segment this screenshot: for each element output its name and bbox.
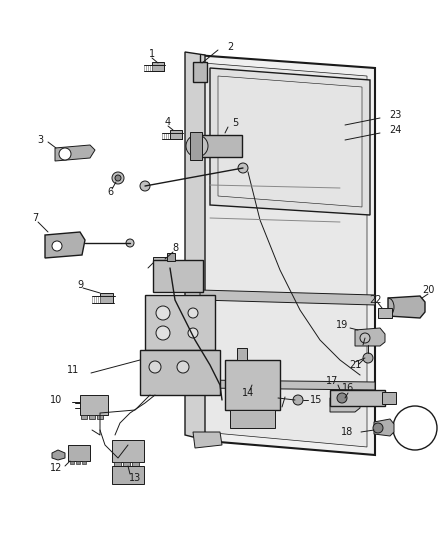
Polygon shape (330, 395, 360, 412)
Polygon shape (355, 328, 385, 346)
Circle shape (293, 395, 303, 405)
Circle shape (186, 135, 208, 157)
Bar (330, 390, 385, 406)
Bar (132, 462, 139, 466)
Text: 6: 6 (107, 187, 113, 197)
Bar (378, 308, 392, 318)
Text: 12: 12 (50, 463, 62, 473)
Bar (112, 466, 144, 484)
Bar (190, 132, 202, 160)
Bar (114, 462, 121, 466)
Polygon shape (45, 232, 85, 258)
Polygon shape (193, 432, 222, 448)
Polygon shape (52, 450, 65, 460)
Polygon shape (200, 290, 375, 305)
Circle shape (360, 333, 370, 343)
Circle shape (112, 172, 124, 184)
Bar (193, 62, 207, 82)
Circle shape (363, 353, 373, 363)
Bar (112, 440, 144, 462)
Polygon shape (210, 68, 370, 215)
Bar (153, 257, 171, 269)
Polygon shape (388, 296, 425, 318)
Polygon shape (185, 52, 205, 440)
Circle shape (156, 326, 170, 340)
Text: 9: 9 (77, 280, 83, 290)
Text: 7: 7 (32, 213, 38, 223)
Polygon shape (203, 63, 367, 447)
Bar (152, 62, 164, 71)
Polygon shape (200, 380, 375, 390)
Circle shape (188, 328, 198, 338)
Text: 11: 11 (67, 365, 79, 375)
Circle shape (126, 239, 134, 247)
Bar (76, 461, 80, 464)
Bar (82, 461, 86, 464)
Circle shape (373, 423, 383, 433)
Text: 23: 23 (389, 110, 401, 120)
Circle shape (59, 148, 71, 160)
Text: 18: 18 (341, 427, 353, 437)
Polygon shape (374, 419, 394, 436)
Bar (68, 445, 90, 461)
Text: 20: 20 (422, 285, 434, 295)
Bar (382, 392, 396, 404)
Text: 19: 19 (336, 320, 348, 330)
Bar (225, 360, 280, 410)
Text: 10: 10 (50, 395, 62, 405)
Text: 22: 22 (369, 295, 381, 305)
Bar (81, 415, 87, 419)
Circle shape (52, 241, 62, 251)
Bar (230, 410, 275, 428)
Text: 4: 4 (165, 117, 171, 127)
Bar (89, 415, 95, 419)
Text: 21: 21 (349, 360, 361, 370)
Circle shape (149, 361, 161, 373)
Text: 2: 2 (227, 42, 233, 52)
Text: 1: 1 (149, 49, 155, 59)
Bar (153, 260, 203, 292)
Circle shape (156, 306, 170, 320)
Bar (145, 295, 215, 350)
Bar (237, 348, 247, 360)
Text: 13: 13 (129, 473, 141, 483)
Bar (167, 253, 175, 261)
Bar (80, 395, 108, 415)
Polygon shape (218, 76, 362, 207)
Circle shape (115, 175, 121, 181)
Polygon shape (55, 145, 95, 161)
Bar (97, 415, 103, 419)
Polygon shape (195, 55, 375, 455)
Text: 15: 15 (310, 395, 322, 405)
Text: 3: 3 (37, 135, 43, 145)
Bar (123, 462, 130, 466)
Text: 16: 16 (342, 383, 354, 393)
Bar (100, 293, 113, 303)
Circle shape (337, 393, 347, 403)
Circle shape (188, 308, 198, 318)
Text: 17: 17 (326, 376, 338, 386)
Bar (170, 130, 182, 139)
Circle shape (238, 163, 248, 173)
Bar (197, 135, 242, 157)
Text: 14: 14 (242, 388, 254, 398)
Text: 24: 24 (389, 125, 401, 135)
Text: 8: 8 (172, 243, 178, 253)
Bar (70, 461, 74, 464)
Text: 5: 5 (232, 118, 238, 128)
Circle shape (177, 361, 189, 373)
Bar (140, 350, 220, 395)
Circle shape (140, 181, 150, 191)
